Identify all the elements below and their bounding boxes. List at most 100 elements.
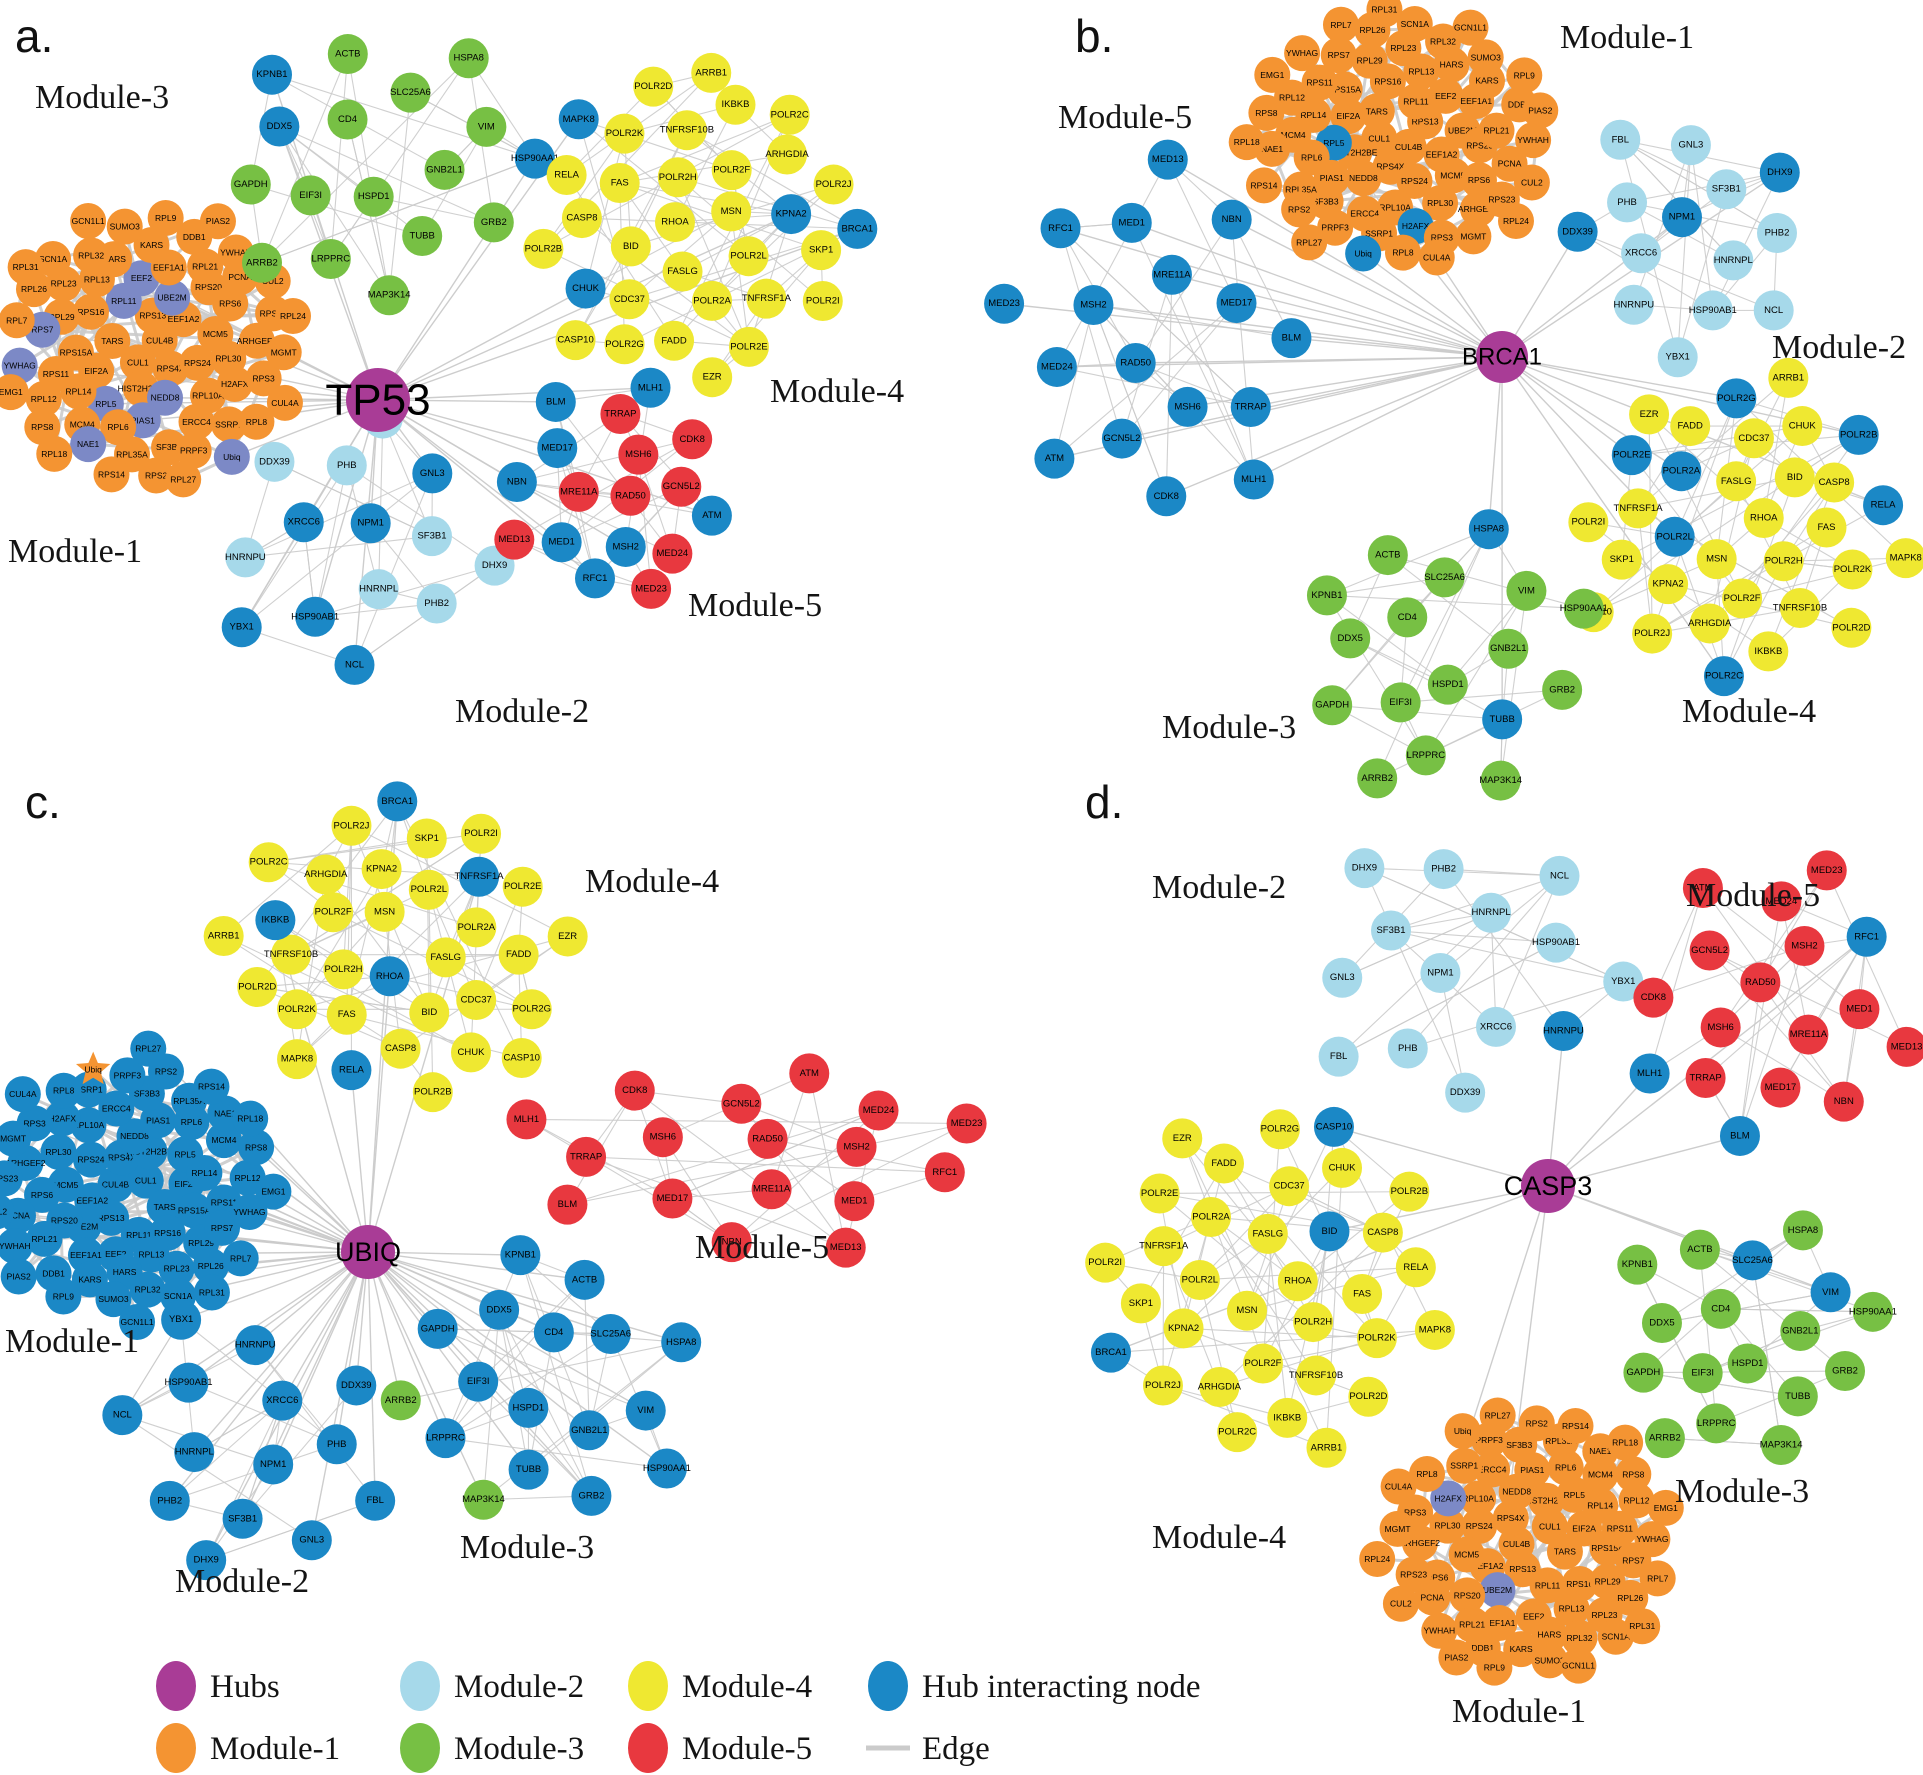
node-label: FADD <box>1678 421 1703 432</box>
node-label: RPS24 <box>1401 176 1428 186</box>
node-HSP90AB1 <box>168 1362 209 1403</box>
node-MSH6 <box>1700 1007 1741 1048</box>
node-label: FADD <box>506 949 531 960</box>
node-label: RFC1 <box>1854 931 1879 942</box>
node-label: FBL <box>1612 134 1629 145</box>
node-label: GCN1L1 <box>72 216 105 226</box>
node-RPL24 <box>1497 203 1534 240</box>
node-label: DDB1 <box>183 232 206 242</box>
node-CUL4A <box>4 1076 41 1113</box>
node-label: SF3B1 <box>1712 184 1741 195</box>
node-POLR2L <box>728 236 769 277</box>
node-label: SKP1 <box>415 833 439 844</box>
edge <box>1620 139 1778 234</box>
node-CDK8 <box>614 1070 655 1111</box>
node-label: POLR2L <box>411 884 447 895</box>
node-RPL7 <box>1639 1560 1676 1597</box>
node-label: VIM <box>637 1405 654 1416</box>
node-label: RPL11 <box>1403 96 1429 106</box>
node-label: DDX5 <box>486 1304 511 1315</box>
edge <box>1643 1372 1798 1397</box>
node-label: RPL29 <box>188 1238 214 1248</box>
node-label: MLH1 <box>514 1114 539 1125</box>
node-GCN1L1 <box>1560 1647 1597 1684</box>
node-MAP3K14 <box>463 1479 504 1520</box>
node-label: RPS15A <box>60 348 93 358</box>
node-MED17 <box>537 428 578 469</box>
node-label: YWHAG <box>1636 1534 1668 1544</box>
node-label: POLR2F <box>713 165 750 176</box>
node-label: PIAS1 <box>1520 1465 1544 1475</box>
hub-edge <box>1167 159 1503 358</box>
node-label: ARHGEF2 <box>5 1158 45 1168</box>
node-HNRNPL <box>174 1432 215 1473</box>
node-label: HSPD1 <box>512 1402 544 1413</box>
module-label-a-Module-4: Module-4 <box>770 373 904 410</box>
edge <box>1400 689 1563 703</box>
edge <box>1826 870 1908 1048</box>
node-label: MED24 <box>1766 896 1798 907</box>
panel-letter-b: b. <box>1075 10 1113 62</box>
edge <box>1495 875 1561 1028</box>
node-label: KPNA2 <box>776 209 807 220</box>
node-RPL11 <box>1397 83 1434 120</box>
node-label: RPS23 <box>0 1173 18 1183</box>
node-label: CUL4A <box>271 398 299 408</box>
node-RPL6 <box>100 409 137 446</box>
edge <box>1407 875 1560 1049</box>
module-label-d-Module-3: Module-3 <box>1675 1473 1809 1510</box>
edge <box>619 153 788 184</box>
node-label: CDC37 <box>1274 1181 1305 1192</box>
node-label: PRPF3 <box>114 1070 142 1080</box>
node-NBN <box>1211 199 1252 240</box>
node-CD4 <box>1387 597 1428 638</box>
edge <box>382 418 433 537</box>
node-ARRB2 <box>241 242 282 283</box>
node-label: RPL35A <box>1285 185 1317 195</box>
module-label-b-Module-1: Module-1 <box>1560 19 1694 56</box>
node-MED13 <box>825 1227 866 1268</box>
node-MED24 <box>858 1090 899 1131</box>
node-POLR2D <box>1831 607 1872 648</box>
node-HNRNPL <box>1713 240 1754 281</box>
node-label: SF3B1 <box>1376 925 1405 936</box>
node-label: RPS13 <box>1509 1564 1536 1574</box>
node-label: SF3B3 <box>134 1089 160 1099</box>
node-label: POLR2C <box>1218 1427 1256 1438</box>
node-GCN1L1 <box>70 203 107 240</box>
node-MSH2 <box>1784 925 1825 966</box>
edge <box>254 1344 376 1502</box>
node-FADD <box>1204 1143 1245 1184</box>
node-label: MCM4 <box>1281 130 1306 140</box>
edge <box>730 211 750 347</box>
edge <box>1735 481 1801 609</box>
node-label: TARS <box>1554 1547 1576 1557</box>
node-PIAS2 <box>0 1258 37 1295</box>
node-label: TRRAP <box>604 409 636 420</box>
node-TRRAP <box>1685 1057 1726 1098</box>
node-TUBB <box>1482 699 1523 740</box>
node-POLR2G <box>604 324 645 365</box>
node-label: GNL3 <box>420 468 445 479</box>
node-label: ARHGEF2 <box>1458 204 1498 214</box>
edge <box>578 118 732 171</box>
node-label: RPL14 <box>1587 1501 1613 1511</box>
node-label: CASP8 <box>1819 477 1850 488</box>
node-MGMT <box>0 1120 32 1157</box>
node-ARHGEF2 <box>238 322 275 359</box>
node-label: CD4 <box>544 1327 563 1338</box>
node-label: PHB2 <box>157 1495 182 1506</box>
node-RPL21 <box>1478 112 1515 149</box>
node-label: GCN1L1 <box>121 1317 154 1327</box>
node-HNRNPU <box>1613 284 1654 325</box>
node-label: PIAS1 <box>1320 173 1344 183</box>
node-label: TARS <box>101 336 123 346</box>
hub-edge <box>1131 222 1503 358</box>
node-RPL10A <box>1460 1480 1497 1517</box>
node-label: MED23 <box>1811 865 1843 876</box>
node-CHUK <box>1322 1147 1363 1188</box>
edge <box>673 213 792 342</box>
node-RPL27 <box>1479 1397 1516 1434</box>
edge <box>630 129 688 247</box>
node-SSRP1 <box>1446 1447 1483 1484</box>
